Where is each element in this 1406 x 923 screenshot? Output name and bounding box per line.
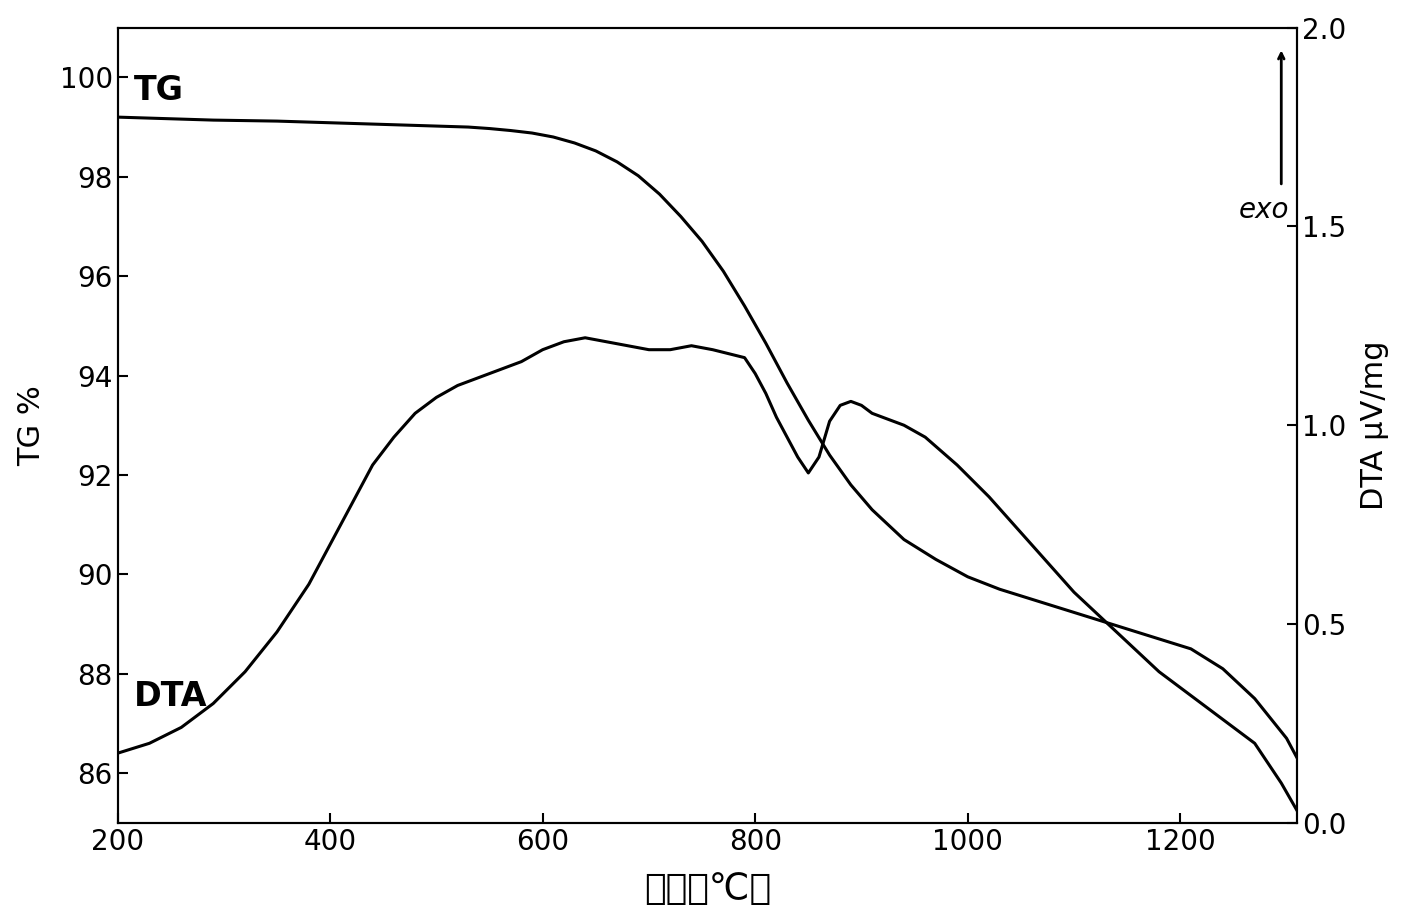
Y-axis label: DTA μV/mg: DTA μV/mg [1361, 341, 1389, 510]
X-axis label: 温度（℃）: 温度（℃） [644, 872, 770, 906]
Text: TG: TG [134, 74, 184, 107]
Text: exo: exo [1239, 197, 1289, 224]
Y-axis label: TG %: TG % [17, 385, 45, 465]
Text: DTA: DTA [134, 680, 207, 713]
